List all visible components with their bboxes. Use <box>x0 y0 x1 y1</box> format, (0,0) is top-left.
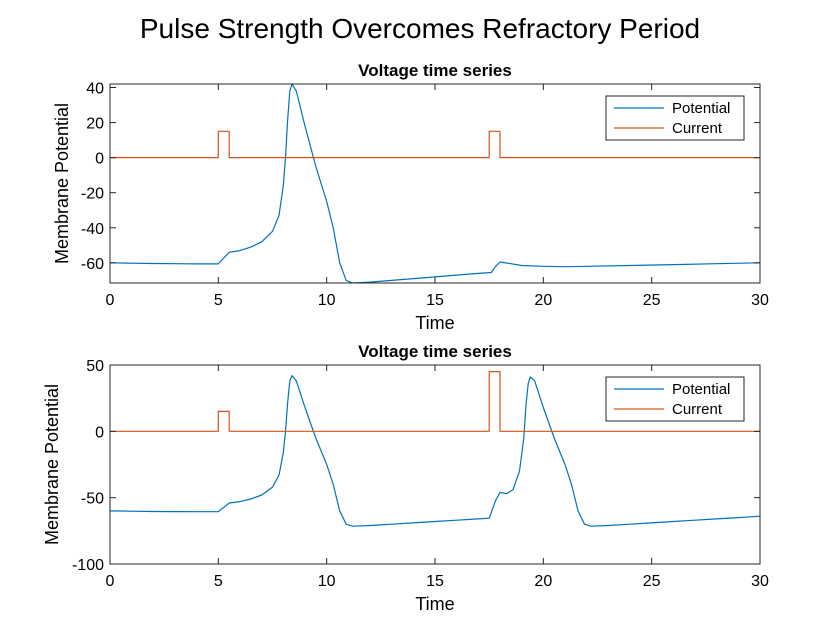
y-tick-label: -100 <box>72 557 104 574</box>
series-group <box>110 84 760 283</box>
y-tick-label: -40 <box>81 221 104 238</box>
x-axis-label: Time <box>415 313 454 333</box>
series-group <box>110 371 760 527</box>
y-axis-label: Membrane Potential <box>42 384 62 545</box>
x-tick-label: 20 <box>534 573 552 590</box>
x-tick-label: 5 <box>214 292 223 309</box>
x-tick-label: 30 <box>751 573 769 590</box>
y-tick-label: 0 <box>95 151 104 168</box>
x-tick-label: 5 <box>214 573 223 590</box>
legend-box <box>605 95 745 141</box>
legend-label-potential: Potential <box>672 100 730 117</box>
x-tick-label: 20 <box>534 292 552 309</box>
y-axis-label: Membrane Potential <box>52 103 72 264</box>
series-line-potential <box>110 375 760 527</box>
x-tick-label: 10 <box>318 573 336 590</box>
y-tick-label: 0 <box>95 424 104 441</box>
legend: Potential Current <box>605 95 745 141</box>
x-tick-label: 25 <box>643 292 661 309</box>
axes-title: Voltage time series <box>358 342 512 361</box>
x-tick-label: 15 <box>426 573 444 590</box>
x-tick-label: 0 <box>106 292 115 309</box>
y-tick-label: -50 <box>81 491 104 508</box>
series-line-current <box>110 371 760 432</box>
y-tick-label: 20 <box>86 116 104 133</box>
series-line-potential <box>110 84 760 283</box>
legend: Potential Current <box>605 376 745 422</box>
y-tick-label: -60 <box>81 256 104 273</box>
axes-title: Voltage time series <box>358 61 512 80</box>
subplot-bottom: 0 5 10 15 20 25 30 50 0 -50 -100 Voltage time serie… <box>42 342 769 614</box>
series-line-current <box>110 130 760 159</box>
x-tick-label: 10 <box>318 292 336 309</box>
legend-label-current: Current <box>672 120 723 137</box>
x-tick-label: 0 <box>106 573 115 590</box>
x-axis-label: Time <box>415 594 454 614</box>
legend-label-potential: Potential <box>672 381 730 398</box>
legend-label-current: Current <box>672 401 723 418</box>
x-tick-label: 30 <box>751 292 769 309</box>
x-tick-label: 15 <box>426 292 444 309</box>
figure-title: Pulse Strength Overcomes Refractory Peri… <box>140 13 700 44</box>
y-tick-label: 40 <box>86 81 104 98</box>
y-tick-label: 50 <box>86 358 104 375</box>
legend-box <box>605 376 745 422</box>
y-tick-label: -20 <box>81 186 104 203</box>
subplot-top: 0 5 10 15 20 25 30 40 20 0 -20 -40 -60 Voltage time s… <box>52 61 769 333</box>
x-tick-label: 25 <box>643 573 661 590</box>
